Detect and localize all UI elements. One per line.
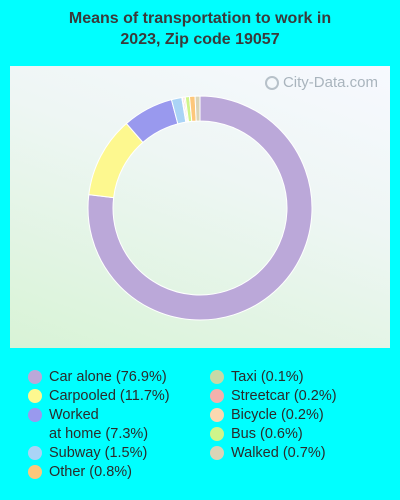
legend-swatch [28,446,42,460]
watermark-logo-icon [264,75,279,90]
legend: Car alone (76.9%) Carpooled (11.7%) Worked… [0,360,400,495]
legend-label-line: Other (0.8%) [49,464,132,480]
chart-title-line-1: Means of transportation to work in [68,10,332,27]
legend-label-line: Carpooled (11.7%) [49,388,170,404]
legend-label: Other (0.8%) [49,463,199,482]
legend-item: Carpooled (11.7%) [28,387,199,406]
legend-label: Streetcar (0.2%) [231,387,381,406]
legend-swatch [210,446,224,460]
legend-label-line: Subway (1.5%) [49,445,148,461]
watermark-text: City-Data.com [282,74,378,91]
watermark: City-Data.com [264,74,378,91]
legend-label: Taxi (0.1%) [231,368,381,387]
legend-swatch [28,408,42,422]
legend-swatch [28,370,42,384]
legend-label: Subway (1.5%) [49,444,199,463]
legend-swatch [210,370,224,384]
legend-label-line: Bicycle (0.2%) [231,407,324,423]
legend-label-line: Worked [49,407,99,423]
chart-panel: City-Data.com [10,66,390,348]
legend-label-line: Walked (0.7%) [231,445,326,461]
legend-item: Subway (1.5%) [28,444,199,463]
legend-label: Car alone (76.9%) [49,368,199,387]
legend-label-line: Car alone (76.9%) [49,369,167,385]
legend-label: Carpooled (11.7%) [49,387,199,406]
legend-item: Car alone (76.9%) [28,368,199,387]
chart-title: Means of transportation to work in 2023,… [0,8,400,50]
legend-item: Other (0.8%) [28,463,199,482]
legend-swatch [28,389,42,403]
legend-swatch [210,389,224,403]
donut-slice-car-alone [87,95,313,321]
chart-title-line-2: 2023, Zip code 19057 [120,31,280,48]
legend-item: Walked (0.7%) [210,444,381,463]
legend-label: Worked at home (7.3%) [49,406,199,444]
legend-label: Walked (0.7%) [231,444,381,463]
legend-swatch [210,408,224,422]
legend-swatch [210,427,224,441]
legend-label-line: Bus (0.6%) [231,426,303,442]
legend-label-line: Streetcar (0.2%) [231,388,337,404]
legend-item: Bicycle (0.2%) [210,406,381,425]
legend-swatch [28,465,42,479]
legend-item: Streetcar (0.2%) [210,387,381,406]
donut-chart [87,95,313,321]
donut-slice-walked [194,95,201,122]
legend-item: Worked at home (7.3%) [28,406,199,444]
legend-item: Taxi (0.1%) [210,368,381,387]
legend-label: Bicycle (0.2%) [231,406,381,425]
legend-label-line: Taxi (0.1%) [231,369,304,385]
legend-item: Bus (0.6%) [210,425,381,444]
donut-slice-carpooled [88,122,144,199]
legend-label: Bus (0.6%) [231,425,381,444]
legend-label-line: at home (7.3%) [49,426,149,442]
